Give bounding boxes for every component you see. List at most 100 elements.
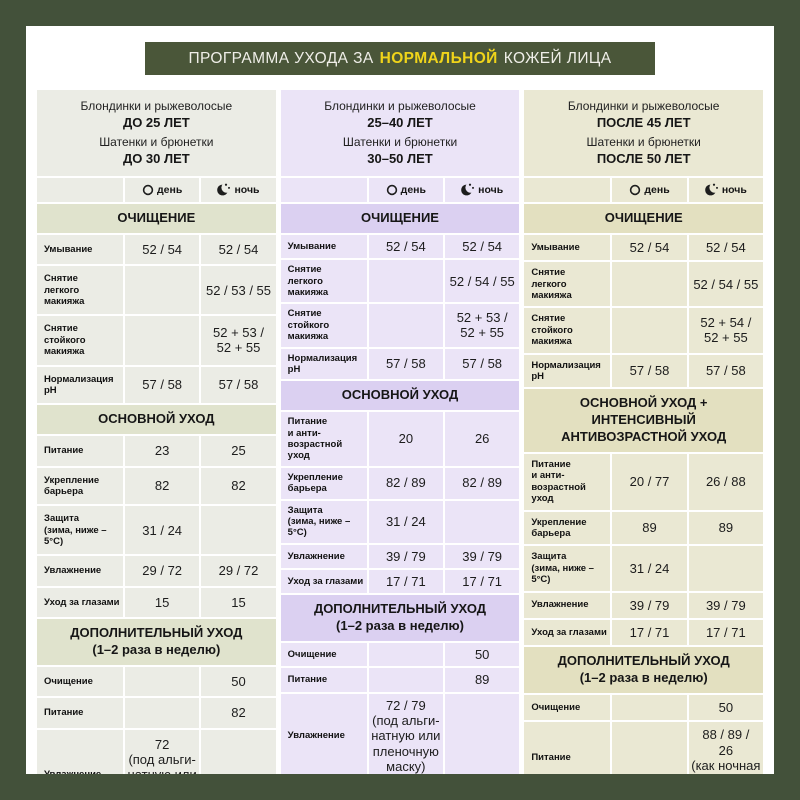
night-value: 52 / 54 — [688, 234, 764, 261]
table-row: Снятие легкого макияжа 52 / 53 / 55 — [37, 266, 276, 315]
sun-circle-icon — [142, 184, 154, 196]
row-label: Защита (зима, ниже –5°С) — [524, 546, 611, 591]
day-value — [368, 260, 443, 303]
table-row: Нормализация pH 57 / 58 57 / 58 — [280, 348, 520, 380]
corner-cell — [37, 177, 123, 202]
row-label: Увлажнение — [280, 544, 367, 569]
night-value: 52 / 54 / 55 — [688, 262, 764, 307]
day-label: день — [157, 183, 183, 196]
night-value: 57 / 58 — [445, 348, 520, 380]
row-label: Нормализация pH — [524, 354, 611, 388]
row-label: Нормализация pH — [280, 348, 367, 380]
row-label: Очищение — [524, 694, 611, 721]
row-label: Увлажнение — [37, 556, 123, 586]
row-label: Увлажнение — [280, 693, 367, 774]
night-value: 26 / 88 — [688, 453, 764, 510]
night-label: ночь — [234, 183, 260, 196]
day-header-cell: день — [368, 177, 443, 202]
day-value — [368, 304, 443, 347]
night-value: 50 — [445, 643, 520, 667]
day-value — [612, 308, 687, 353]
age-range-label: ПОСЛЕ 45 ЛЕТ — [596, 114, 691, 130]
night-value — [445, 693, 520, 774]
day-value — [125, 698, 200, 728]
title-highlight: НОРМАЛЬНОЙ — [379, 49, 498, 67]
day-value: 52 / 54 — [612, 234, 687, 261]
night-value: 52 / 54 / 55 — [445, 260, 520, 303]
day-night-header-row: день ночь — [37, 177, 276, 202]
table-row: Питание 82 — [37, 698, 276, 728]
day-value — [125, 266, 200, 315]
night-header-cell: ночь — [201, 177, 276, 202]
day-value: 15 — [125, 587, 200, 618]
table-row: Питание и анти- возрастной уход 20 / 77 26… — [524, 453, 764, 510]
row-label: Питание — [37, 698, 123, 728]
row-label: Умывание — [37, 234, 123, 265]
row-label: Питание — [280, 668, 367, 692]
row-label: Увлажнение — [524, 592, 611, 618]
section-header: ОЧИЩЕНИЕ — [37, 203, 276, 233]
title-text-suffix: КОЖЕЙ ЛИЦА — [503, 49, 612, 67]
table-row: Увлажнение 39 / 79 39 / 79 — [280, 544, 520, 569]
row-label: Уход за глазами — [524, 619, 611, 646]
day-value: 72 (под альги- натную или пленочную маск… — [125, 729, 200, 774]
section-header: ДОПОЛНИТЕЛЬНЫЙ УХОД (1–2 раза в неделю) — [37, 619, 276, 665]
day-value: 57 / 58 — [612, 354, 687, 388]
table-row: Снятие стойкого макияжа 52 + 54 / 52 + 55 — [524, 308, 764, 353]
section-header: ИНТЕНСИВНЫЙ АНТИВОЗРАСТНОЙ УХОД (курсами… — [281, 780, 520, 800]
row-label: Уход за глазами — [37, 587, 123, 618]
columns-container: Блондинки и рыжеволосые ДО 25 ЛЕТ Шатенки … — [37, 90, 764, 800]
day-value: 52 / 54 — [368, 234, 443, 259]
table-row: Нормализация pH 57 / 58 57 / 58 — [37, 366, 276, 404]
row-label: Очищение — [280, 643, 367, 667]
day-value: 20 / 77 — [612, 453, 687, 510]
hair-type-label: Блондинки и рыжеволосые — [567, 99, 720, 113]
hair-type-label: Шатенки и брюнетки — [99, 135, 214, 150]
table-row: Уход за глазами 15 15 — [37, 587, 276, 618]
table-row: Очищение 50 — [280, 643, 520, 667]
table-row: Нормализация pH 57 / 58 57 / 58 — [524, 354, 764, 388]
column-header: Блондинки и рыжеволосые ДО 25 ЛЕТ Шатенки … — [37, 90, 276, 176]
night-value: 52 + 54 / 52 + 55 — [688, 308, 764, 353]
crescent-moon-icon — [217, 183, 232, 196]
table-row: Защита (зима, ниже –5°С) 31 / 24 — [524, 546, 764, 591]
day-header-cell: день — [612, 177, 687, 202]
night-value: 57 / 58 — [201, 366, 276, 404]
row-label: Питание — [524, 722, 611, 774]
row-label: Снятие стойкого макияжа — [280, 304, 367, 347]
day-value — [368, 643, 443, 667]
night-value: 82 — [201, 467, 276, 505]
day-value: 72 / 79 (под альги- натную или пленочную… — [368, 693, 443, 774]
night-value: 82 — [201, 698, 276, 728]
section-header: ОЧИЩЕНИЕ — [280, 203, 520, 233]
day-label: день — [400, 183, 426, 196]
night-value: 39 / 79 — [688, 592, 764, 618]
table-row: Укрепление барьера 82 / 89 82 / 89 — [280, 467, 520, 499]
day-night-header-row: день ночь — [280, 177, 520, 202]
table-row: Питание 88 / 89 / 26 (как ночная маска) — [524, 722, 764, 774]
row-label: Очищение — [37, 666, 123, 697]
row-label: Укрепление барьера — [280, 467, 367, 499]
table-row: Защита (зима, ниже –5°С) 31 / 24 — [37, 506, 276, 555]
day-value: 17 / 71 — [368, 570, 443, 594]
night-value: 15 — [201, 587, 276, 618]
day-value — [612, 722, 687, 774]
age-range-label: ДО 30 ЛЕТ — [122, 151, 190, 167]
night-value: 52 / 53 / 55 — [201, 266, 276, 315]
day-value: 39 / 79 — [368, 544, 443, 569]
night-value: 52 / 54 — [201, 234, 276, 265]
night-value: 89 — [445, 668, 520, 692]
row-label: Снятие легкого макияжа — [37, 266, 123, 315]
row-label: Питание — [37, 436, 123, 466]
hair-type-label: Блондинки и рыжеволосые — [324, 99, 476, 113]
table-row: Умывание 52 / 54 52 / 54 — [524, 234, 764, 261]
title-text-prefix: ПРОГРАММА УХОДА ЗА — [188, 49, 374, 67]
section-header: ОСНОВНОЙ УХОД — [37, 405, 276, 435]
table-row: Снятие легкого макияжа 52 / 54 / 55 — [280, 260, 520, 303]
crescent-moon-icon — [461, 183, 476, 196]
night-value: 17 / 71 — [445, 570, 520, 594]
table-row: Умывание 52 / 54 52 / 54 — [37, 234, 276, 265]
day-value: 57 / 58 — [368, 348, 443, 380]
